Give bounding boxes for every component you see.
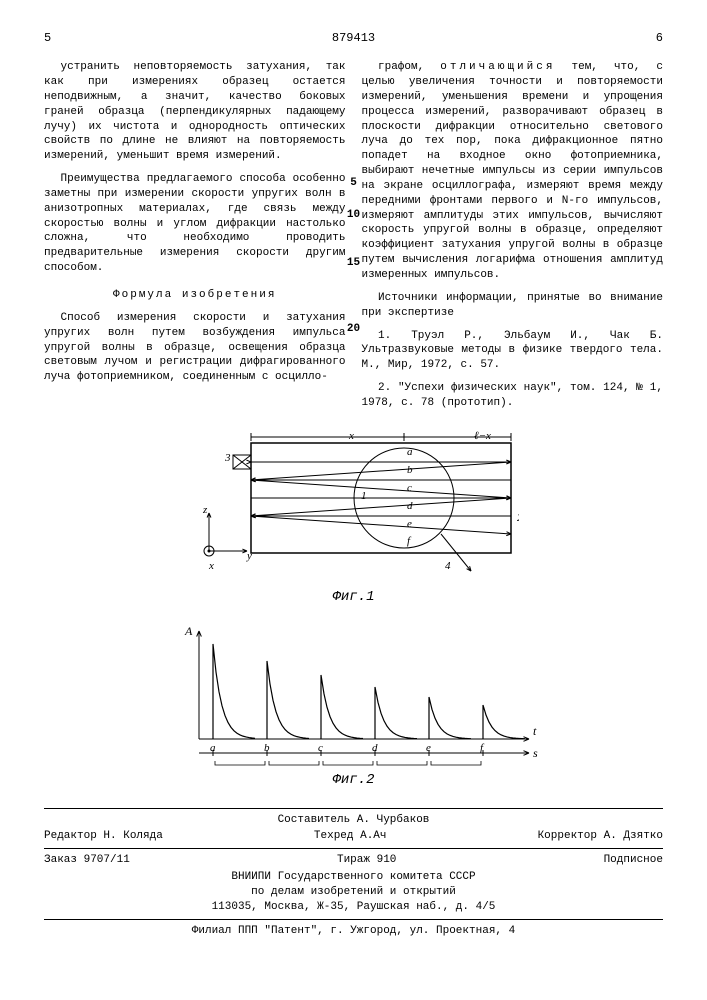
sources-title: Источники информации, принятые во вниман… <box>362 291 664 321</box>
para: Способ измерения скорости и затухания уп… <box>44 311 346 385</box>
figure-2: Atsabcdef2(ℓ−x)2x2(ℓ−x)2x2(ℓ−x) Фиг.2 <box>44 619 663 790</box>
text-columns: 5 10 15 20 устранить неповторяемость зат… <box>44 60 663 419</box>
divider <box>44 848 663 849</box>
fig1-label: Фиг.1 <box>44 588 663 607</box>
print-row: Заказ 9707/11 Тираж 910 Подписное <box>44 853 663 868</box>
svg-text:z: z <box>202 504 208 516</box>
footer-block: Составитель А. Чурбаков Редактор Н. Коля… <box>44 808 663 939</box>
svg-text:f: f <box>407 535 412 547</box>
para: графом, отличающийся тем, что, с целью у… <box>362 60 664 283</box>
svg-text:e: e <box>407 518 412 530</box>
right-column: графом, отличающийся тем, что, с целью у… <box>362 60 664 419</box>
compositor: Составитель А. Чурбаков <box>44 813 663 828</box>
tiraz: Тираж 910 <box>337 853 396 868</box>
svg-text:t: t <box>533 724 537 738</box>
line-num: 10 <box>347 208 360 223</box>
line-num: 15 <box>347 256 360 271</box>
left-column: устранить неповторяемость затухания, так… <box>44 60 346 419</box>
svg-text:b: b <box>407 464 413 476</box>
line-num: 20 <box>347 322 360 337</box>
svg-text:A: A <box>184 624 193 638</box>
col-num-right: 6 <box>656 30 663 46</box>
signed: Подписное <box>604 853 663 868</box>
line-num: 5 <box>350 176 357 191</box>
divider <box>44 919 663 920</box>
para: устранить неповторяемость затухания, так… <box>44 60 346 164</box>
fig2-diagram: Atsabcdef2(ℓ−x)2x2(ℓ−x)2x2(ℓ−x) <box>159 619 549 769</box>
order-num: Заказ 9707/11 <box>44 853 130 868</box>
svg-text:a: a <box>407 446 413 458</box>
fig1-diagram: 3 2 1 4 abcdef z x y x ℓ−x <box>189 431 519 586</box>
addr-line: 113035, Москва, Ж-35, Раушская наб., д. … <box>44 900 663 915</box>
patent-page: 5 879413 6 5 10 15 20 устранить неповтор… <box>0 0 707 1000</box>
svg-text:ℓ−x: ℓ−x <box>474 431 491 442</box>
patent-number: 879413 <box>332 30 375 46</box>
org-line: ВНИИПИ Государственного комитета СССР <box>44 870 663 885</box>
svg-text:d: d <box>407 500 413 512</box>
svg-text:x: x <box>208 560 214 572</box>
source-ref: 2. "Успехи физических наук", том. 124, №… <box>362 381 664 411</box>
svg-text:2: 2 <box>517 512 519 524</box>
para: Преимущества предлагаемого способа особе… <box>44 172 346 276</box>
svg-text:4: 4 <box>445 560 451 572</box>
svg-text:c: c <box>407 482 412 494</box>
claim-title: Формула изобретения <box>44 288 346 303</box>
figure-1: 3 2 1 4 abcdef z x y x ℓ−x Фиг.1 <box>44 431 663 607</box>
svg-text:1: 1 <box>361 490 367 502</box>
svg-text:x: x <box>348 431 354 442</box>
org-line: по делам изобретений и открытий <box>44 885 663 900</box>
credits-row: Редактор Н. Коляда Техред А.Ач Корректор… <box>44 829 663 844</box>
col-num-left: 5 <box>44 30 51 46</box>
tech-editor: Техред А.Ач <box>314 829 387 844</box>
svg-text:3: 3 <box>224 452 231 464</box>
svg-text:y: y <box>246 550 252 562</box>
page-header: 5 879413 6 <box>44 30 663 46</box>
svg-text:s: s <box>533 746 538 760</box>
divider <box>44 808 663 809</box>
addr-line: Филиал ППП "Патент", г. Ужгород, ул. Про… <box>44 924 663 939</box>
corrector: Корректор А. Дзятко <box>538 829 663 844</box>
source-ref: 1. Труэл Р., Эльбаум И., Чак Б. Ультразв… <box>362 329 664 374</box>
fig2-label: Фиг.2 <box>44 771 663 790</box>
editor: Редактор Н. Коляда <box>44 829 163 844</box>
